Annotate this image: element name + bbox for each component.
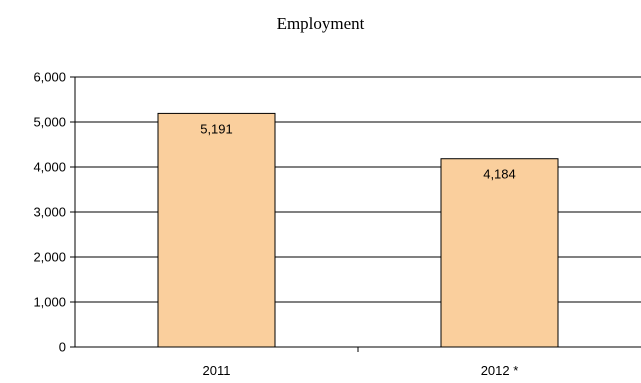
- y-tick-label-0: 0: [59, 340, 66, 355]
- data-label-0: 5,191: [200, 121, 233, 136]
- y-tick-label-6: 6,000: [33, 70, 66, 85]
- bar-2012: [440, 158, 559, 348]
- x-tick-label-0: 2011: [203, 363, 231, 378]
- bar-2011: [157, 112, 276, 348]
- y-tick-label-5: 5,000: [33, 115, 66, 130]
- bars: [157, 112, 559, 348]
- y-tick-label-2: 2,000: [33, 250, 66, 265]
- x-tick-label-1: 2012 *: [481, 363, 519, 378]
- axes: [70, 76, 641, 352]
- chart-title: Employment: [276, 14, 365, 33]
- y-tick-label-1: 1,000: [33, 295, 66, 310]
- data-label-1: 4,184: [483, 167, 516, 182]
- y-tick-label-4: 4,000: [33, 160, 66, 175]
- y-tick-label-3: 3,000: [33, 205, 66, 220]
- labels: 0 1,000 2,000 3,000 4,000 5,000 6,000 5,191 2011…: [33, 70, 518, 379]
